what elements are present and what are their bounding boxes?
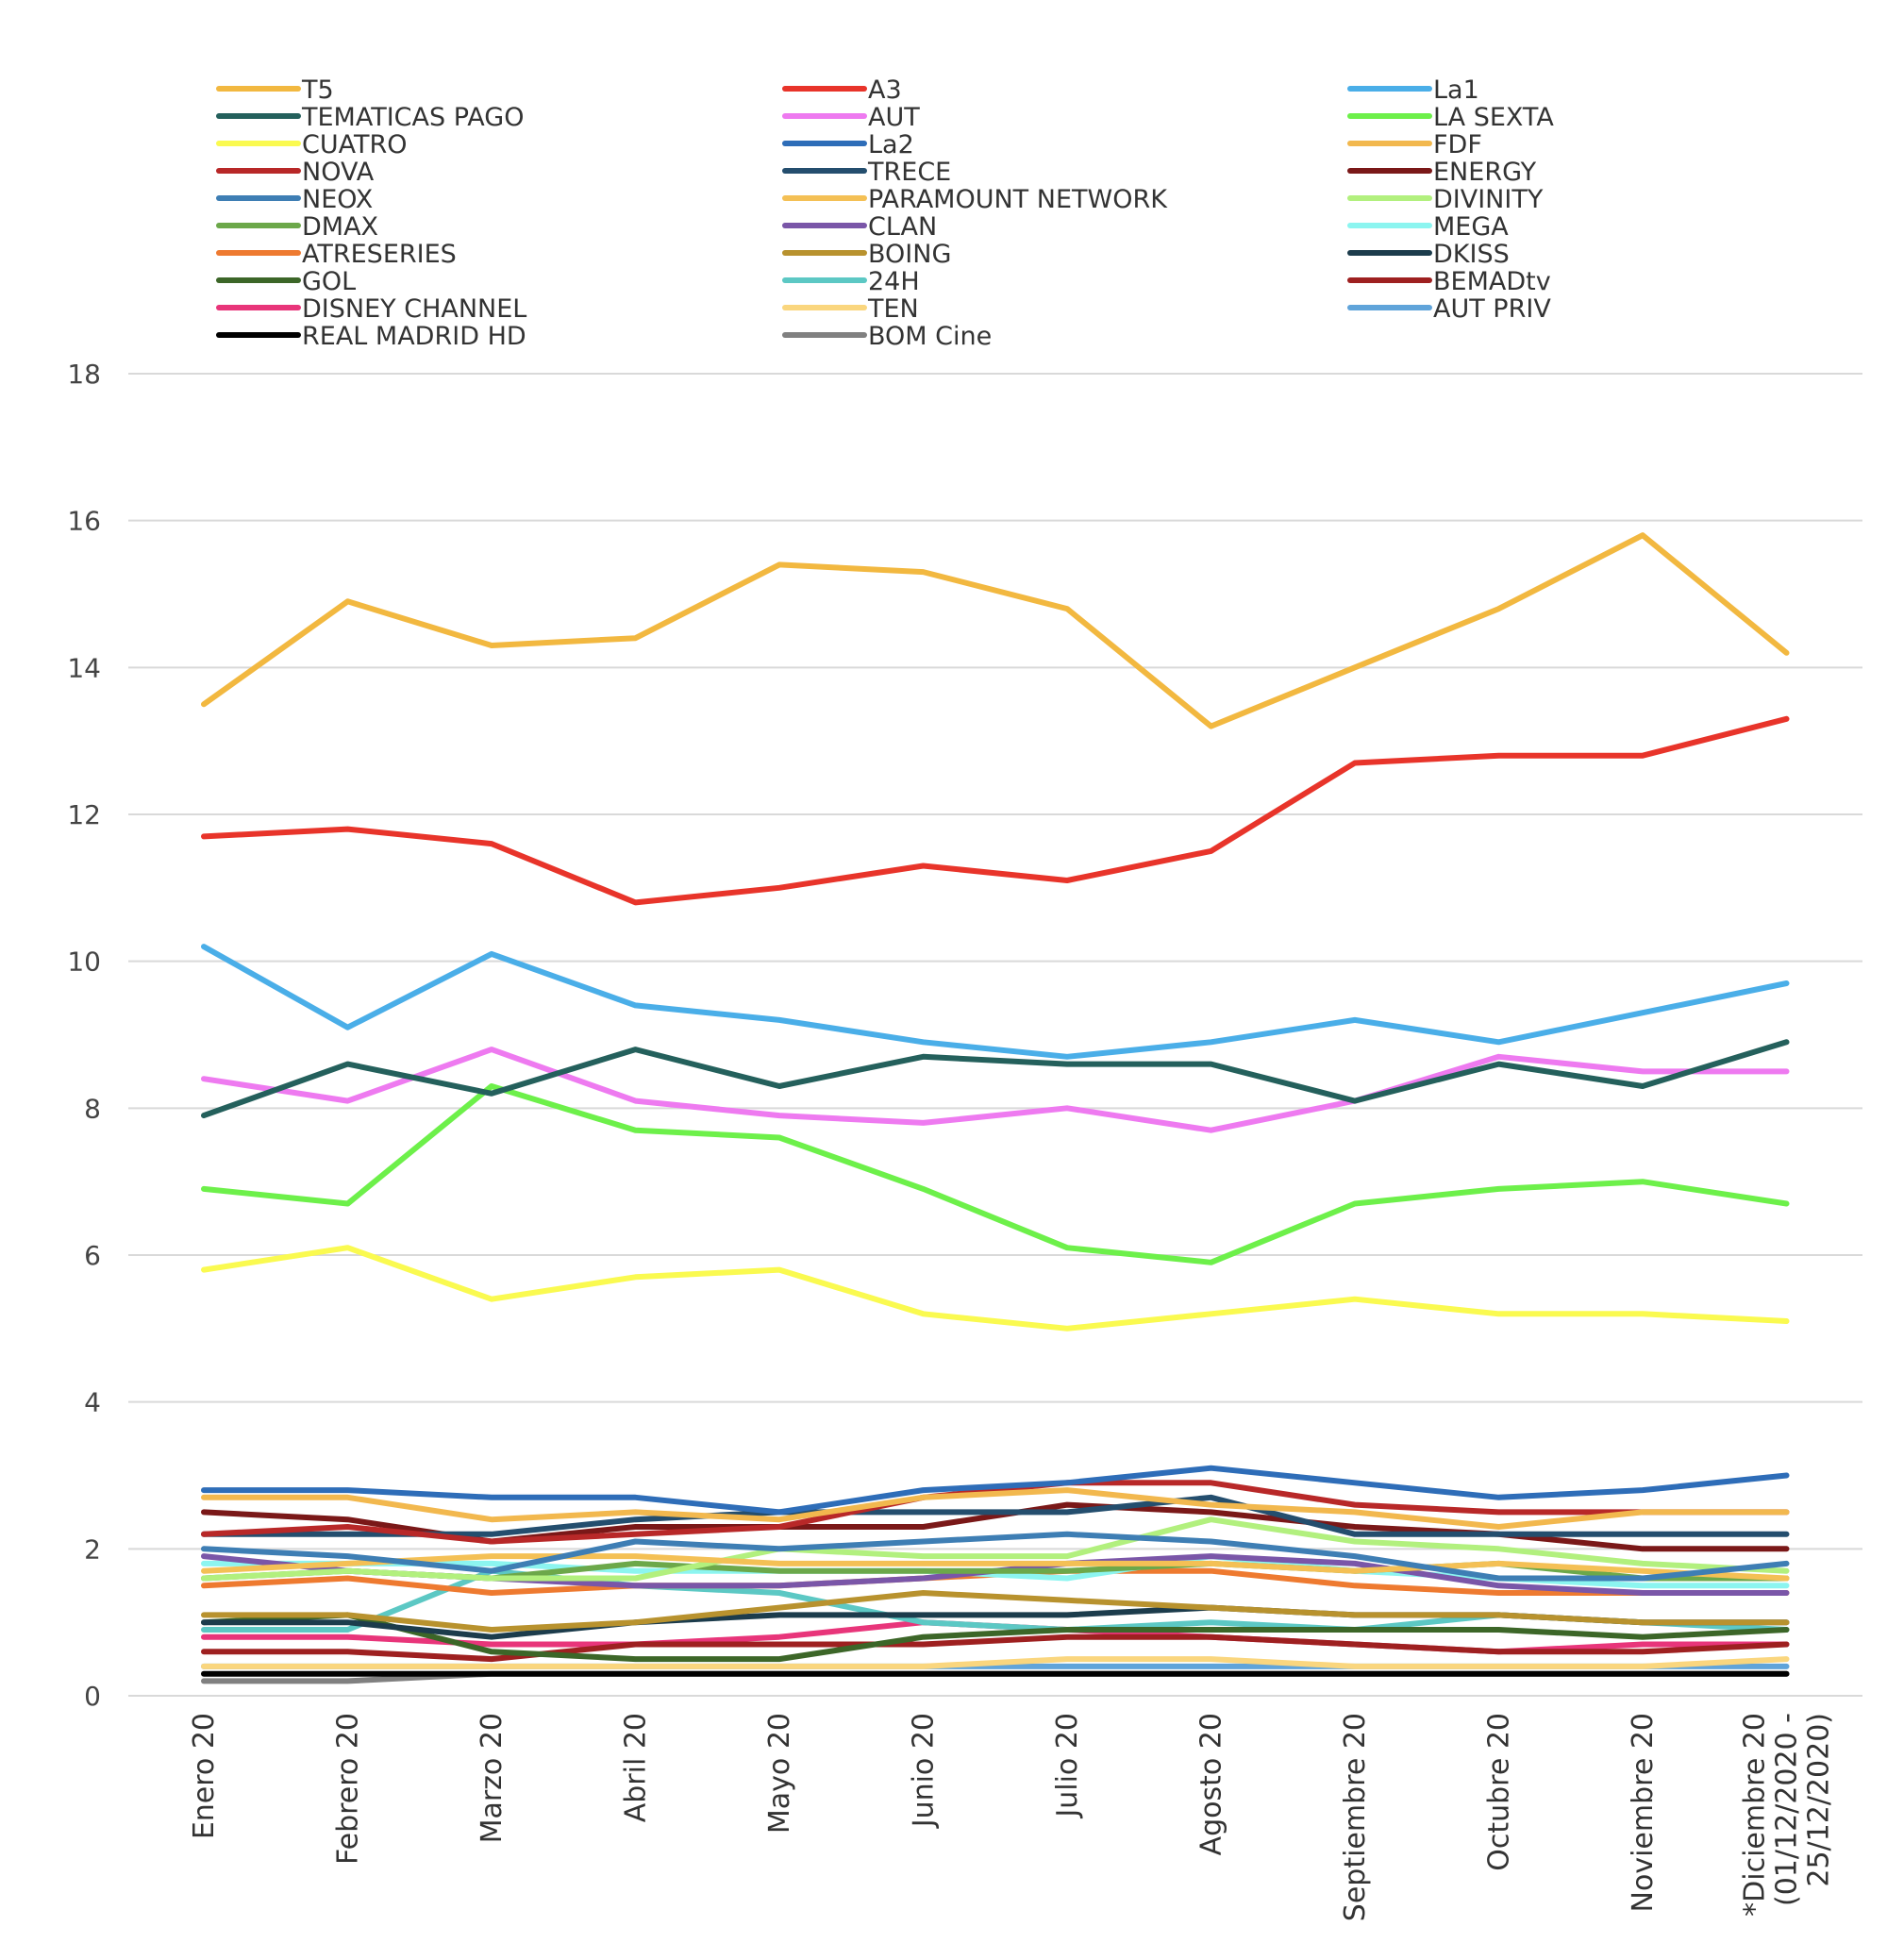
legend-label-atreseries: ATRESERIES	[302, 240, 457, 269]
y-tick-label-6: 6	[84, 1240, 101, 1271]
series-line-aut	[201, 1047, 1790, 1133]
legend-label-energy: ENERGY	[1433, 158, 1537, 187]
series-line-trece	[201, 1494, 1790, 1537]
x-tick-label-7: Agosto 20	[1195, 1713, 1228, 1855]
series-line-t5	[201, 532, 1790, 729]
y-tick-label-2: 2	[84, 1533, 101, 1565]
x-tick-label-1: Febrero 20	[332, 1713, 365, 1865]
legend-label-cuatro: CUATRO	[302, 130, 408, 159]
series-line-la-sexta	[201, 1083, 1790, 1265]
y-tick-label-14: 14	[67, 652, 101, 683]
legend-label-boing: BOING	[868, 240, 951, 269]
legend-label-tematicas-pago: TEMATICAS PAGO	[301, 103, 524, 132]
series-line-fdf	[201, 1487, 1790, 1530]
x-tick-label-6: Julio 20	[1051, 1713, 1084, 1819]
legend-label-gol: GOL	[302, 267, 356, 296]
x-tick-label-3: Abril 20	[620, 1713, 653, 1822]
y-tick-label-16: 16	[67, 506, 101, 537]
legend-label-divinity: DIVINITY	[1433, 185, 1544, 214]
legend-label-real-madrid-hd: REAL MADRID HD	[302, 322, 526, 351]
x-tick-label-11-1: (01/12/2020 -	[1771, 1713, 1804, 1906]
y-tick-label-4: 4	[84, 1387, 101, 1418]
series-line-neox	[201, 1531, 1790, 1582]
legend-label-dkiss: DKISS	[1433, 240, 1510, 269]
y-tick-label-8: 8	[84, 1093, 101, 1124]
x-tick-label-9: Octubre 20	[1483, 1713, 1516, 1871]
legend-label-nova: NOVA	[302, 158, 375, 187]
legend: T5 A3 La1 TEMATICAS PAGO AUT LA SEXTA CUATRO La…	[216, 75, 1554, 351]
x-tick-label-10: Noviembre 20	[1627, 1713, 1660, 1912]
x-tick-label-11-2: 25/12/2020)	[1803, 1713, 1836, 1887]
legend-label-bemadtv: BEMADtv	[1433, 267, 1551, 296]
series-line-nova	[201, 1480, 1790, 1545]
y-tick-label-12: 12	[67, 799, 101, 830]
series-line-boing	[201, 1590, 1790, 1633]
x-tick-label-5: Junio 20	[908, 1713, 941, 1829]
legend-label-la2: La2	[868, 130, 914, 159]
series-lines	[201, 532, 1790, 1684]
series-line-la1	[201, 944, 1790, 1060]
gridlines	[128, 373, 1862, 1697]
x-tick-label-0: Enero 20	[188, 1713, 221, 1839]
legend-label-a3: A3	[868, 75, 902, 105]
legend-label-dmax: DMAX	[302, 212, 378, 242]
legend-label-aut: AUT	[868, 103, 920, 132]
legend-label-trece: TRECE	[867, 158, 951, 187]
y-tick-label-18: 18	[67, 359, 101, 390]
x-axis: Enero 20 Febrero 20 Marzo 20 Abril 20 Mayo 2…	[188, 1713, 1836, 1921]
legend-label-neox: NEOX	[302, 185, 373, 214]
legend-label-clan: CLAN	[868, 212, 937, 242]
series-line-tematicas-pago	[201, 1039, 1790, 1119]
series-line-paramount-network	[201, 1553, 1790, 1582]
legend-label-la-sexta: LA SEXTA	[1433, 103, 1554, 132]
series-line-bemadtv	[201, 1633, 1790, 1663]
legend-label-paramount-network: PARAMOUNT NETWORK	[868, 185, 1168, 214]
legend-label-fdf: FDF	[1433, 130, 1482, 159]
x-tick-label-4: Mayo 20	[763, 1713, 796, 1834]
series-line-a3	[201, 715, 1790, 906]
x-tick-label-2: Marzo 20	[476, 1713, 509, 1843]
legend-label-la1: La1	[1433, 75, 1479, 105]
y-axis-ticks: 0 2 4 6 8 10 12 14 16 18	[67, 359, 101, 1712]
legend-label-t5: T5	[301, 75, 334, 105]
series-line-ten	[201, 1656, 1790, 1669]
legend-label-mega: MEGA	[1433, 212, 1509, 242]
y-tick-label-0: 0	[84, 1681, 101, 1712]
legend-label-ten: TEN	[867, 294, 919, 324]
series-line-gol	[201, 1612, 1790, 1663]
legend-label-aut-priv: AUT PRIV	[1433, 294, 1551, 324]
series-line-cuatro	[201, 1245, 1790, 1332]
series-line-la2	[201, 1465, 1790, 1516]
legend-label-bom-cine: BOM Cine	[868, 322, 992, 351]
y-tick-label-10: 10	[67, 946, 101, 978]
x-tick-label-8: Septiembre 20	[1339, 1713, 1372, 1921]
legend-label-disney-channel: DISNEY CHANNEL	[302, 294, 526, 324]
x-tick-label-11-0: *Diciembre 20	[1739, 1713, 1772, 1917]
series-line-divinity	[201, 1516, 1790, 1582]
legend-label-24h: 24H	[868, 267, 920, 296]
